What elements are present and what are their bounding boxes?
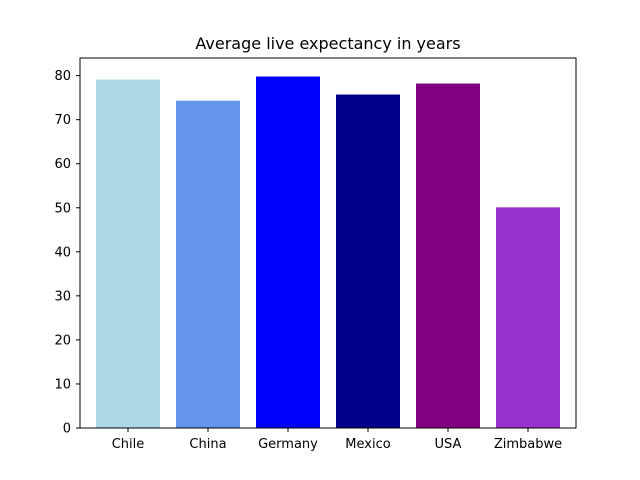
x-axis: Chile China Germany Mexico USA Zimbabwe — [112, 428, 562, 452]
bar-chile — [96, 79, 160, 428]
bar-usa — [416, 83, 480, 429]
x-tick-label: Germany — [258, 437, 318, 452]
y-tick-label: 60 — [54, 157, 71, 172]
bar-mexico — [336, 94, 400, 428]
y-tick-label: 50 — [54, 201, 71, 216]
y-tick-label: 20 — [54, 333, 71, 348]
chart-title: Average live expectancy in years — [195, 34, 460, 53]
bar-germany — [256, 76, 320, 428]
bars-group — [96, 76, 560, 429]
x-tick-label: Mexico — [345, 437, 390, 452]
y-tick-label: 0 — [63, 422, 71, 437]
y-tick-label: 10 — [54, 377, 71, 392]
x-tick-label: Chile — [112, 437, 145, 452]
y-tick-label: 80 — [54, 69, 71, 84]
x-tick-label: China — [189, 437, 226, 452]
bar-china — [176, 100, 240, 428]
x-tick-label: Zimbabwe — [494, 437, 562, 452]
y-axis: 0 10 20 30 40 50 60 70 80 — [54, 69, 80, 437]
plot-frame — [79, 57, 577, 429]
x-tick-label: USA — [435, 437, 462, 452]
y-tick-label: 40 — [54, 245, 71, 260]
y-tick-label: 30 — [54, 289, 71, 304]
bar-zimbabwe — [496, 207, 560, 428]
y-tick-label: 70 — [54, 113, 71, 128]
